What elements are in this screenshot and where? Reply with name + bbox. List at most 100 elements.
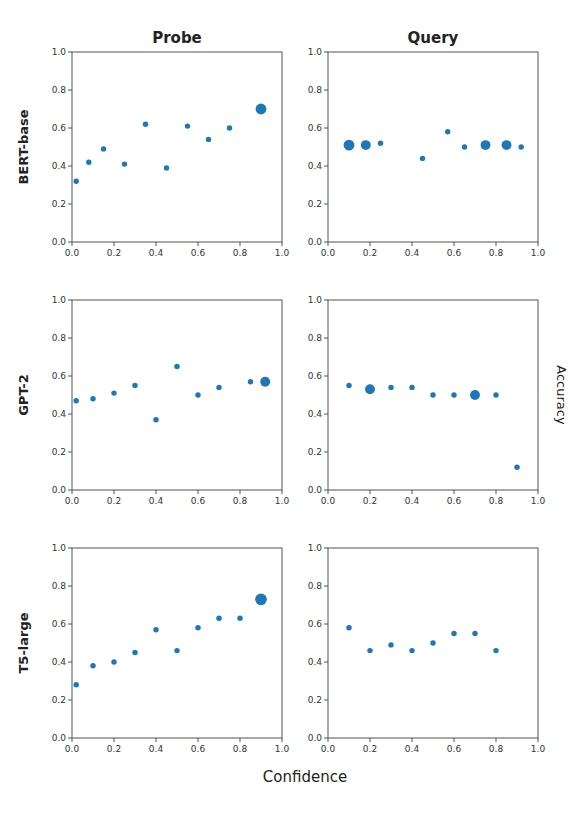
point bbox=[164, 165, 169, 170]
x-tick bbox=[240, 490, 241, 494]
x-tick bbox=[412, 738, 413, 742]
point bbox=[260, 377, 270, 387]
y-tick bbox=[324, 128, 328, 129]
y-tick-label: 0.4 bbox=[308, 657, 323, 667]
point bbox=[514, 464, 519, 469]
y-tick bbox=[68, 662, 72, 663]
y-tick-label: 0.2 bbox=[308, 199, 322, 209]
y-tick-label: 0.8 bbox=[52, 581, 67, 591]
x-tick-label: 0.6 bbox=[447, 248, 462, 258]
x-tick bbox=[328, 242, 329, 246]
points bbox=[73, 104, 266, 184]
y-tick-label: 0.0 bbox=[52, 733, 67, 743]
x-tick bbox=[454, 738, 455, 742]
y-tick bbox=[324, 166, 328, 167]
point bbox=[378, 140, 383, 145]
y-tick bbox=[68, 376, 72, 377]
point bbox=[346, 625, 351, 630]
x-tick bbox=[114, 738, 115, 742]
point bbox=[143, 121, 148, 126]
point bbox=[195, 392, 200, 397]
y-tick-label: 1.0 bbox=[308, 543, 323, 553]
point bbox=[73, 682, 78, 687]
y-tick bbox=[324, 414, 328, 415]
point bbox=[73, 398, 78, 403]
x-tick bbox=[156, 738, 157, 742]
point bbox=[493, 392, 498, 397]
x-tick bbox=[156, 490, 157, 494]
x-tick bbox=[370, 490, 371, 494]
x-tick bbox=[454, 490, 455, 494]
point bbox=[174, 364, 179, 369]
x-tick-label: 1.0 bbox=[275, 496, 290, 506]
x-tick-label: 0.8 bbox=[233, 744, 248, 754]
y-tick bbox=[68, 300, 72, 301]
y-tick-label: 0.8 bbox=[52, 85, 67, 95]
x-tick-label: 0.0 bbox=[321, 744, 336, 754]
y-tick-label: 1.0 bbox=[308, 47, 323, 57]
x-tick-label: 1.0 bbox=[531, 248, 546, 258]
y-tick bbox=[68, 414, 72, 415]
x-tick-label: 0.4 bbox=[149, 496, 164, 506]
x-tick bbox=[72, 490, 73, 494]
y-tick bbox=[324, 376, 328, 377]
panel: 0.00.20.40.60.81.00.00.20.40.60.81.0GPT-… bbox=[16, 295, 290, 506]
panel: 0.00.20.40.60.81.00.00.20.40.60.81.0Quer… bbox=[308, 29, 546, 258]
point bbox=[195, 625, 200, 630]
point bbox=[472, 631, 477, 636]
point bbox=[470, 390, 480, 400]
x-tick-label: 0.6 bbox=[191, 248, 206, 258]
y-tick-label: 0.6 bbox=[308, 123, 323, 133]
y-tick bbox=[68, 128, 72, 129]
y-tick-label: 0.2 bbox=[52, 447, 66, 457]
y-tick-label: 0.8 bbox=[308, 581, 323, 591]
y-tick-label: 1.0 bbox=[52, 295, 67, 305]
point bbox=[420, 156, 425, 161]
point bbox=[132, 383, 137, 388]
point bbox=[367, 648, 372, 653]
point bbox=[237, 616, 242, 621]
x-tick bbox=[496, 490, 497, 494]
y-tick bbox=[324, 548, 328, 549]
point bbox=[153, 627, 158, 632]
x-tick-label: 0.2 bbox=[363, 496, 377, 506]
x-tick bbox=[328, 738, 329, 742]
point bbox=[445, 129, 450, 134]
y-tick bbox=[68, 204, 72, 205]
y-tick bbox=[324, 700, 328, 701]
x-tick-label: 0.2 bbox=[363, 744, 377, 754]
x-tick-label: 0.6 bbox=[447, 496, 462, 506]
y-tick bbox=[324, 338, 328, 339]
x-tick bbox=[114, 490, 115, 494]
plot-frame bbox=[72, 300, 282, 490]
y-tick bbox=[324, 490, 328, 491]
x-tick bbox=[114, 242, 115, 246]
x-tick bbox=[156, 242, 157, 246]
plot-frame bbox=[328, 52, 538, 242]
y-tick bbox=[324, 52, 328, 53]
x-tick-label: 0.0 bbox=[321, 496, 336, 506]
x-tick-label: 0.0 bbox=[65, 248, 80, 258]
plot-frame bbox=[72, 52, 282, 242]
row-label: BERT-base bbox=[16, 109, 31, 184]
x-tick bbox=[412, 490, 413, 494]
x-tick bbox=[454, 242, 455, 246]
plot-frame bbox=[72, 548, 282, 738]
x-tick bbox=[496, 738, 497, 742]
y-tick-label: 0.6 bbox=[52, 371, 67, 381]
figure: 0.00.20.40.60.81.00.00.20.40.60.81.0Prob… bbox=[0, 0, 580, 816]
x-tick bbox=[198, 738, 199, 742]
y-tick-label: 1.0 bbox=[52, 47, 67, 57]
point bbox=[90, 396, 95, 401]
panel-title: Query bbox=[408, 29, 459, 47]
x-tick bbox=[370, 242, 371, 246]
point bbox=[111, 390, 116, 395]
point bbox=[344, 140, 355, 151]
point bbox=[451, 631, 456, 636]
point bbox=[481, 140, 491, 150]
row-label: T5-large bbox=[16, 612, 31, 673]
y-tick-label: 0.4 bbox=[308, 409, 323, 419]
x-axis-label: Confidence bbox=[263, 768, 347, 786]
y-tick bbox=[68, 242, 72, 243]
points bbox=[73, 364, 270, 423]
